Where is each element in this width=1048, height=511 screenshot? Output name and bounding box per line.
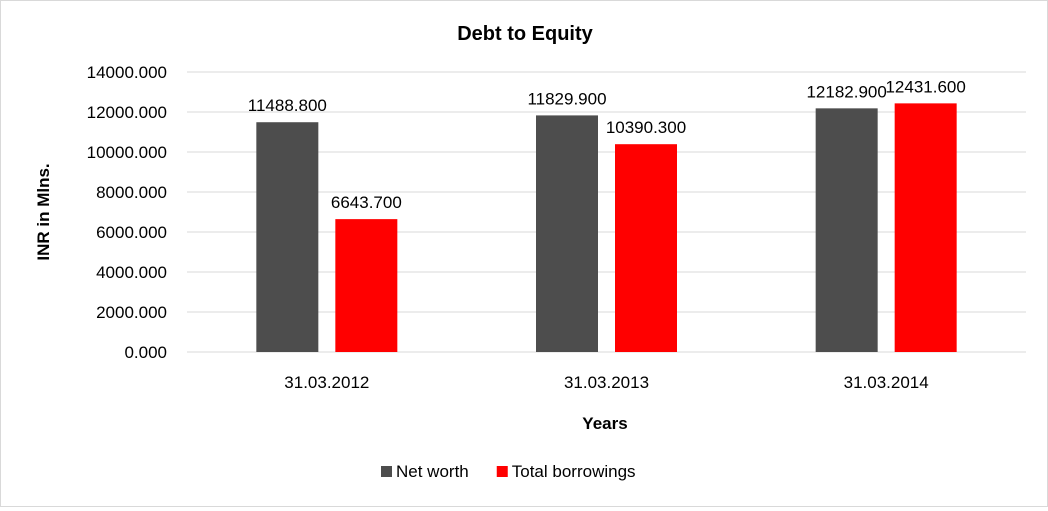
gridlines <box>187 71 1026 353</box>
data-label: 10390.300 <box>606 118 686 137</box>
data-label: 11488.800 <box>248 96 327 115</box>
x-axis-ticks: 31.03.2012 31.03.2013 31.03.2014 <box>284 373 928 392</box>
y-tick-label: 6000.000 <box>96 223 167 242</box>
bar-total-borrowings <box>615 144 677 352</box>
data-label: 6643.700 <box>331 193 402 212</box>
x-tick-label: 31.03.2014 <box>844 373 929 392</box>
chart-title: Debt to Equity <box>457 23 593 45</box>
y-tick-label: 0.000 <box>124 343 167 362</box>
data-label: 12431.600 <box>885 77 965 96</box>
x-tick-label: 31.03.2012 <box>284 373 369 392</box>
y-tick-label: 8000.000 <box>96 183 167 202</box>
bar-net-worth <box>256 122 319 352</box>
data-label: 11829.900 <box>527 89 606 108</box>
data-label: 12182.900 <box>806 82 886 101</box>
y-tick-label: 4000.000 <box>96 263 167 282</box>
y-tick-label: 2000.000 <box>96 303 167 322</box>
bar-total-borrowings <box>894 103 957 352</box>
y-axis-title: INR in Mlns. <box>34 163 53 260</box>
bar-total-borrowings <box>335 219 398 352</box>
legend-label: Total borrowings <box>512 462 636 481</box>
y-tick-label: 14000.000 <box>87 63 167 82</box>
bars <box>256 103 957 352</box>
y-tick-label: 12000.000 <box>87 103 167 122</box>
legend-label: Net worth <box>396 462 469 481</box>
y-tick-label: 10000.000 <box>87 143 167 162</box>
legend: Net worth Total borrowings <box>381 462 636 481</box>
y-axis-ticks: 0.000 2000.000 4000.000 6000.000 8000.000 100… <box>87 63 167 362</box>
x-axis-title: Years <box>582 414 627 433</box>
legend-swatch <box>381 466 392 477</box>
bar-net-worth <box>815 108 878 352</box>
bar-net-worth <box>536 115 598 352</box>
legend-swatch <box>496 466 508 477</box>
x-tick-label: 31.03.2013 <box>564 373 649 392</box>
